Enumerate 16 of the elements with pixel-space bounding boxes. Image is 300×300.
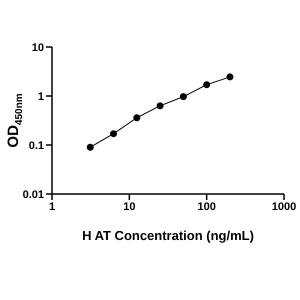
point <box>226 73 234 80</box>
x-tick-label: 10 <box>123 200 136 213</box>
x-axis-title: H AT Concentration (ng/mL) <box>82 228 254 243</box>
x-tick-label: 1 <box>48 200 56 213</box>
point <box>133 114 140 122</box>
point <box>86 144 94 151</box>
point <box>110 130 118 138</box>
point <box>203 81 210 88</box>
x-tick-label: 1000 <box>272 200 296 213</box>
x-tick-label: 100 <box>197 200 216 213</box>
point <box>156 102 164 110</box>
y-tick-label: 1 <box>38 90 44 103</box>
y-tick-label: 10 <box>32 42 44 54</box>
y-tick-label: 0.1 <box>28 140 44 152</box>
y-tick-label: 0.01 <box>22 188 44 201</box>
point <box>180 93 187 100</box>
